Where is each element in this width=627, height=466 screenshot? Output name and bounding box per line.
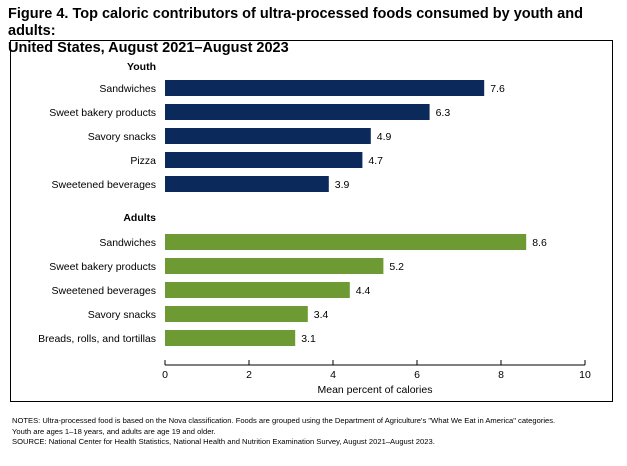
bar (165, 176, 329, 192)
bar (165, 306, 308, 322)
bar (165, 234, 527, 250)
x-tick-label: 4 (330, 369, 336, 381)
x-tick-label: 6 (414, 369, 420, 381)
notes-line-1: NOTES: Ultra-processed food is based on … (12, 416, 556, 425)
x-tick-label: 0 (162, 369, 168, 381)
category-label: Savory snacks (88, 309, 156, 321)
title-line-2: United States, August 2021–August 2023 (8, 40, 289, 56)
bar (165, 104, 430, 120)
category-label: Sweet bakery products (49, 107, 156, 119)
category-label: Sweetened beverages (52, 179, 157, 191)
figure-title: Figure 4. Top caloric contributors of ul… (8, 6, 620, 57)
data-label: 3.9 (335, 179, 350, 191)
category-label: Sweet bakery products (49, 261, 156, 273)
group-label-youth: Youth (127, 61, 156, 73)
data-label: 4.4 (356, 285, 371, 297)
bar (165, 152, 363, 168)
category-label: Sandwiches (99, 237, 156, 249)
data-label: 3.4 (314, 309, 329, 321)
title-line-1: Figure 4. Top caloric contributors of ul… (8, 6, 583, 39)
x-tick-label: 2 (246, 369, 252, 381)
source-line: SOURCE: National Center for Health Stati… (12, 437, 435, 447)
x-tick-label: 8 (498, 369, 504, 381)
data-label: 8.6 (532, 237, 547, 249)
category-label: Sweetened beverages (52, 285, 157, 297)
x-tick-label: 10 (579, 369, 591, 381)
bar (165, 330, 296, 346)
data-label: 6.3 (436, 107, 451, 119)
category-label: Pizza (130, 155, 156, 167)
data-label: 7.6 (490, 83, 505, 95)
category-label: Savory snacks (88, 131, 156, 143)
category-label: Sandwiches (99, 83, 156, 95)
notes-line-2: Youth are ages 1–18 years, and adults ar… (12, 426, 216, 436)
data-label: 4.7 (368, 155, 383, 167)
chart-frame (10, 40, 613, 402)
data-label: 3.1 (301, 333, 316, 345)
category-label: Breads, rolls, and tortillas (38, 333, 156, 345)
data-label: 4.9 (377, 131, 392, 143)
bar (165, 258, 384, 274)
notes-block: NOTES: Ultra-processed food is based on … (12, 416, 620, 448)
bar (165, 282, 350, 298)
bar (165, 128, 371, 144)
data-label: 5.2 (389, 261, 404, 273)
x-axis-label: Mean percent of calories (318, 384, 433, 396)
bar (165, 80, 485, 96)
group-label-adults: Adults (123, 212, 156, 224)
